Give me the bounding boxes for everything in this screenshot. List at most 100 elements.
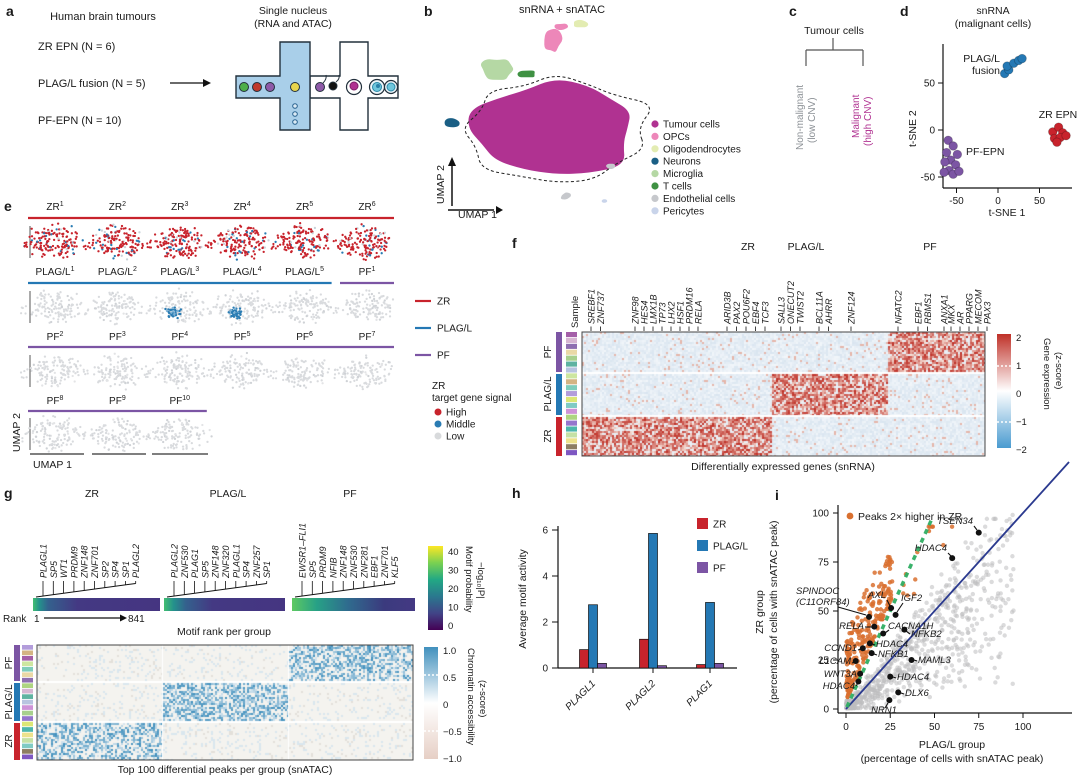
g-header-pf: PF xyxy=(343,488,356,500)
bar-PF-PLAGL2 xyxy=(657,665,667,669)
motif-label: PLAGL2 xyxy=(131,544,141,578)
h-ytick: 2 xyxy=(542,618,548,629)
signal-legend-label: Low xyxy=(446,432,465,443)
labeled-peak-RELA xyxy=(871,623,878,630)
g-sample-swatch xyxy=(22,754,33,760)
g-sample-swatch xyxy=(22,699,33,705)
g-sample-swatch xyxy=(22,666,33,672)
labeled-peak-HDAC4 xyxy=(949,555,956,562)
h-legend-label: PLAG/L xyxy=(713,542,748,553)
motif-label: ZNF701 xyxy=(90,545,100,579)
motif-label: ZNF148 xyxy=(339,545,349,579)
d-point xyxy=(939,167,949,178)
sample-header: PF4 xyxy=(171,331,188,343)
motif-label: ZNF148 xyxy=(80,545,90,579)
sample-swatch xyxy=(566,402,577,408)
signal-legend-swatch xyxy=(434,408,442,416)
legend-label-1: OPCs xyxy=(663,132,690,143)
motif-label: PLAG1 xyxy=(190,549,200,578)
legend-label-0: Tumour cells xyxy=(663,120,720,131)
i-xtick: 0 xyxy=(843,722,849,733)
prob-colorbar-title-line2: −log₁₀|P| xyxy=(475,562,486,599)
prob-colorbar-title-line1: Motif probability xyxy=(463,546,474,613)
acc-colorbar-tick: −0.5 xyxy=(443,727,462,738)
sample-column-label: Sample xyxy=(570,296,581,328)
bar-ZR-PLAGL2 xyxy=(639,638,649,669)
motif-label: SP4 xyxy=(242,561,252,578)
labeled-peak-CCND1 xyxy=(859,645,866,652)
legend-swatch-4 xyxy=(651,170,659,178)
e-line-legend-label: PLAG/L xyxy=(437,324,472,335)
gene-label: TWIST2 xyxy=(796,291,806,324)
panel-c-label: c xyxy=(789,3,797,19)
umap1-axis-label-b: UMAP 1 xyxy=(458,209,497,221)
i-ylabel-line1: ZR group xyxy=(754,590,766,634)
legend-label-5: T cells xyxy=(663,182,692,193)
g-sample-swatch xyxy=(22,738,33,743)
g-sample-swatch xyxy=(22,645,33,650)
prob-colorbar-tick: 40 xyxy=(448,547,459,558)
g-header-zr: ZR xyxy=(85,488,99,500)
d-ytick: 50 xyxy=(924,79,936,90)
peak-gene-label: HDAC4 xyxy=(823,681,855,692)
motif-rank-strip xyxy=(292,598,415,611)
panel-b-title: snRNA + snATAC xyxy=(519,4,605,16)
g-sample-swatch xyxy=(22,716,33,721)
cluster-label-zr: ZR EPN xyxy=(1039,109,1078,121)
labeled-peak-DLX6 xyxy=(895,689,902,696)
g-sample-swatch xyxy=(22,683,33,689)
h-legend-swatch xyxy=(697,562,708,573)
i-legend-text: Peaks 2× higher in ZR xyxy=(858,511,963,523)
d-ytick: -50 xyxy=(921,173,936,184)
sample-swatch xyxy=(566,379,577,385)
sample-header: PLAG/L1 xyxy=(36,266,75,278)
gene-label: TP73 xyxy=(658,302,668,324)
sample-header: PLAG/L3 xyxy=(160,266,199,278)
prob-colorbar-tick: 30 xyxy=(448,566,459,577)
d-point xyxy=(948,141,958,151)
legend-swatch-5 xyxy=(651,182,659,190)
per-sample-umaps: ZR1 ZR2 ZR3 ZR4 ZR5 ZR6 PLAG/L1 PLAG/L2 PLAG/L3 P… xyxy=(19,201,512,455)
motif-label: ZNF701 xyxy=(380,545,390,579)
sample-swatch xyxy=(566,396,577,403)
peak-gene-label: HDAC4 xyxy=(876,639,908,650)
g-sample-swatch xyxy=(22,694,33,699)
legend-label-4: Microglia xyxy=(663,169,703,180)
gene-label: PPARG xyxy=(965,293,975,324)
motif-label: ZNF257 xyxy=(252,544,262,579)
g-sample-swatch xyxy=(22,688,33,694)
sample-header: PF8 xyxy=(47,395,64,407)
peak-gene-label: MAML3 xyxy=(918,655,951,666)
sample-swatch xyxy=(566,361,577,367)
peak-gene-label: WNT3A xyxy=(824,669,857,680)
signal-legend-label: Middle xyxy=(446,420,476,431)
f-row-group-zr: ZR xyxy=(543,429,554,442)
peak-gene-label: L1CAM xyxy=(819,656,851,667)
legend-swatch-2 xyxy=(651,145,659,153)
i-xtick: 75 xyxy=(973,722,985,733)
motif-label: SP1 xyxy=(121,561,131,578)
legend-label-7: Pericytes xyxy=(663,206,704,217)
panel-g-label: g xyxy=(4,485,13,501)
sample-swatch xyxy=(566,337,577,344)
gene-label: MECOM xyxy=(974,289,984,324)
g-sample-swatch xyxy=(22,727,33,732)
signal-legend-title2: target gene signal xyxy=(432,393,512,404)
legend-swatch-6 xyxy=(651,194,659,202)
peak-gene-label: SPINDOC xyxy=(796,586,839,597)
gene-label: LMX1B xyxy=(649,294,659,324)
sample-header: ZR3 xyxy=(171,201,188,213)
branch-malignant-line2: (high CNV) xyxy=(863,97,874,146)
sample-header: PF3 xyxy=(109,331,126,343)
signal-legend-swatch xyxy=(434,420,442,428)
sample-header: PF2 xyxy=(47,331,64,343)
umap2-axis-label-e: UMAP 2 xyxy=(11,413,23,452)
motif-label: SP5 xyxy=(308,560,318,578)
acc-colorbar xyxy=(424,647,438,759)
panel-a-label: a xyxy=(6,3,14,19)
motif-label: WT1 xyxy=(59,559,69,578)
motif-label: KLF5 xyxy=(390,555,400,578)
labeled-peak-AXL xyxy=(888,605,895,612)
